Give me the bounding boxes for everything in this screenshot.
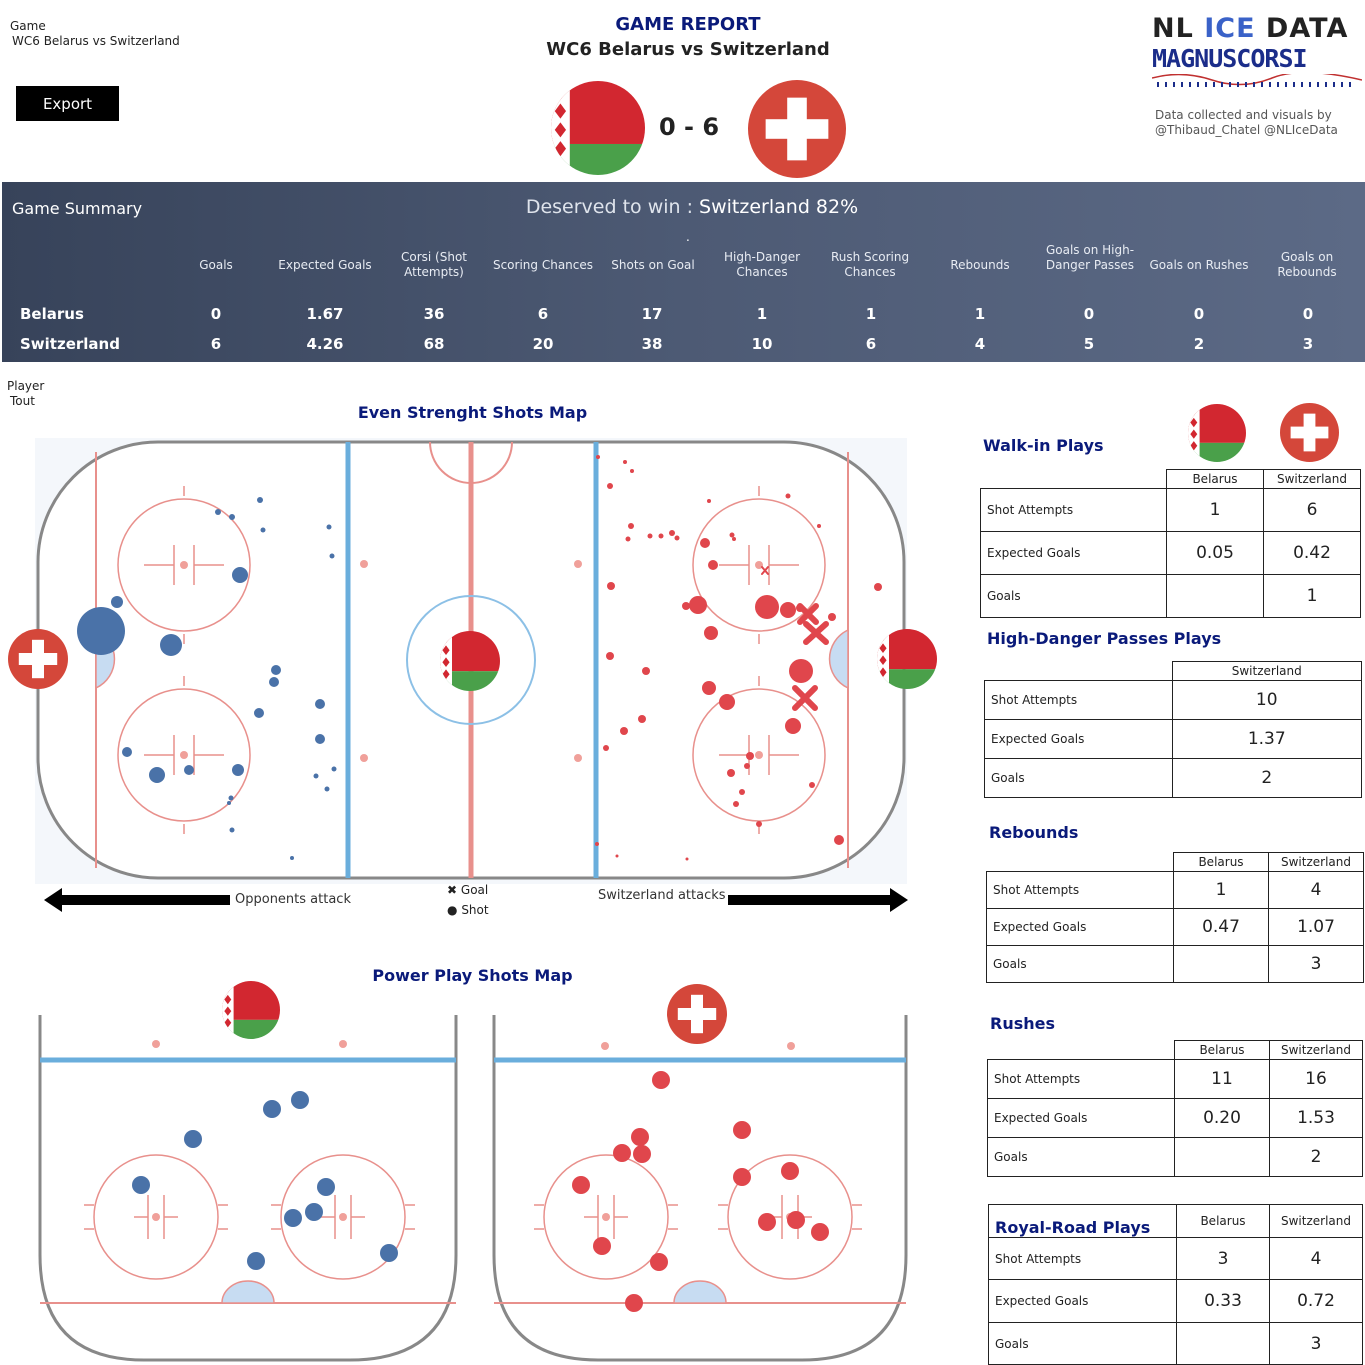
belarus-scoring-chances: 6 [537,305,549,323]
col-goals-hd-passes: Goals on High-Danger Passes [1045,243,1135,272]
belarus-goals-hd-passes: 0 [1083,305,1095,323]
walkin-switzerland-flag-icon [1280,403,1339,462]
col-shots-on-goal: Shots on Goal [611,258,695,272]
col-goals-on-rebounds: Goals on Rebounds [1277,250,1337,279]
belarus-rebounds: 1 [974,305,986,323]
game-filter-label: Game [10,19,46,33]
col-rebounds: Rebounds [950,258,1010,272]
hd-passes-title: High-Danger Passes Plays [987,629,1222,648]
row-team-switzerland: Switzerland [20,335,120,353]
game-summary-panel: Game Summary Deserved to win : Switzerla… [2,182,1365,362]
switzerland-rush-chances: 6 [865,335,877,353]
summary-dot: . [686,230,690,244]
switzerland-rebounds: 4 [974,335,986,353]
belarus-pp-flag-icon [222,981,280,1039]
switzerland-shots-on-goal: 38 [641,335,663,353]
game-filter-value[interactable]: WC6 Belarus vs Switzerland [12,34,180,48]
player-filter-label: Player [7,379,45,393]
goal-x-icon: ✖ [447,883,458,897]
belarus-rush-chances: 1 [865,305,877,323]
walkin-belarus-flag-icon [1188,404,1246,462]
col-goals: Goals [199,258,233,272]
rushes-table: Belarus Switzerland Shot Attempts 11 16 Exp… [987,1040,1363,1177]
power-play-rink-switzerland [492,1015,908,1362]
right-arrow-icon [728,888,908,912]
legend-goal: ✖ Goal [447,883,489,897]
switzerland-corsi: 68 [423,335,445,353]
summary-label: Game Summary [12,199,143,218]
col-rush-scoring-chances: Rush Scoring Chances [830,250,910,279]
export-button[interactable]: Export [16,86,119,121]
switzerland-xg: 4.26 [306,335,344,353]
power-play-title: Power Play Shots Map [372,966,573,985]
belarus-goals: 0 [210,305,222,323]
even-strength-title: Even Strenght Shots Map [357,403,588,422]
legend-shot: ● Shot [447,903,489,917]
col-scoring-chances: Scoring Chances [492,258,594,272]
col-goals-on-rushes: Goals on Rushes [1149,258,1249,272]
rushes-title: Rushes [990,1014,1055,1033]
col-corsi: Corsi (Shot Attempts) [400,250,467,279]
belarus-corsi: 36 [423,305,445,323]
switzerland-scoring-chances: 20 [532,335,554,353]
left-arrow-icon [44,888,230,912]
switzerland-hd-chances: 10 [751,335,773,353]
royal-road-title: Royal-Road Plays [988,1204,1177,1238]
shot-dot-icon: ● [447,903,458,917]
switzerland-goals-hd-passes: 5 [1083,335,1095,353]
report-subtitle: WC6 Belarus vs Switzerland [546,39,830,60]
col-expected-goals: Expected Goals [278,258,372,272]
walkin-title: Walk-in Plays [983,436,1104,455]
opponents-attack-label: Opponents attack [235,892,351,907]
power-play-rink-belarus [38,1015,458,1362]
report-title: GAME REPORT [615,14,761,35]
switzerland-goals-rebounds: 3 [1302,335,1314,353]
switzerland-goals: 6 [210,335,222,353]
even-strength-shots [77,455,882,861]
belarus-goals-rushes: 0 [1193,305,1205,323]
switzerland-flag-icon [748,80,846,178]
hd-passes-table: Switzerland Shot Attempts 10 Expected Goa… [984,661,1362,798]
player-filter-value[interactable]: Tout [10,394,35,408]
belarus-goals-rebounds: 0 [1302,305,1314,323]
rebounds-table: Belarus Switzerland Shot Attempts 1 4 Expec… [986,852,1364,983]
rebounds-title: Rebounds [989,823,1079,842]
switzerland-pp-flag-icon [667,984,727,1044]
nl-ice-data-logo: NL ICE DATA MAGNUSCORSI [1152,14,1362,88]
credits: Data collected and visuals by @Thibaud_C… [1155,108,1338,137]
royal-road-table: Royal-Road Plays Belarus Switzerland Shot … [988,1204,1363,1365]
belarus-flag-icon [551,81,645,175]
belarus-hd-chances: 1 [756,305,768,323]
switzerland-attacks-label: Switzerland attacks [598,888,726,903]
row-team-belarus: Belarus [20,305,84,323]
score: 0 - 6 [658,113,720,141]
switzerland-goals-rushes: 2 [1193,335,1205,353]
col-high-danger-chances: High-Danger Chances [723,250,801,279]
deserved-to-win: Deserved to win : Switzerland 82% [525,196,859,218]
belarus-xg: 1.67 [306,305,344,323]
walkin-table: Belarus Switzerland Shot Attempts 1 6 Expec… [980,469,1361,618]
belarus-shots-on-goal: 17 [641,305,663,323]
